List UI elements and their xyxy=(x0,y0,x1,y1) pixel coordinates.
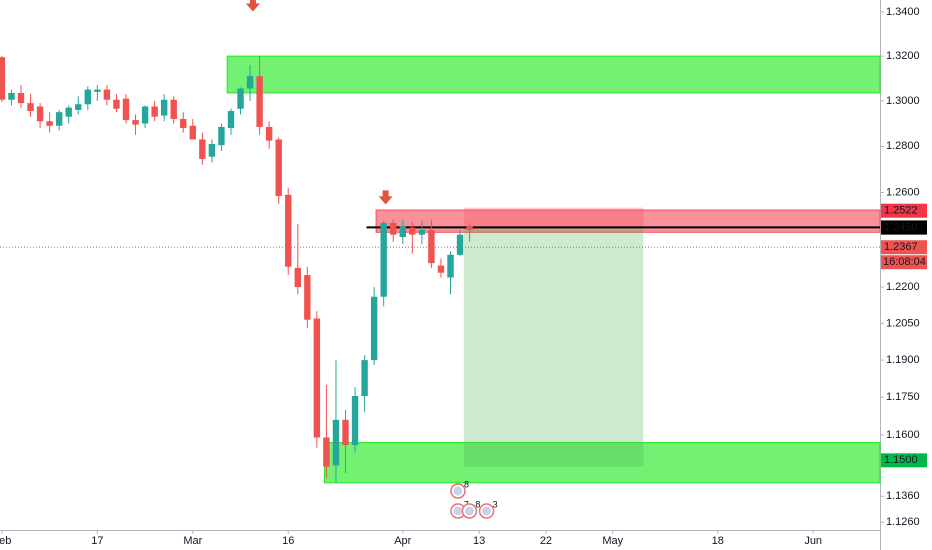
candle-body xyxy=(237,88,244,109)
y-tick-label: 1.2800 xyxy=(886,140,920,152)
position-stop xyxy=(463,207,644,228)
price-tag xyxy=(881,453,927,468)
candle-body xyxy=(380,222,387,297)
price-tag-label: 1.2450 xyxy=(884,222,918,234)
candle-body xyxy=(132,120,139,125)
candle-body xyxy=(332,419,340,466)
price-tag xyxy=(881,203,927,218)
countdown-label: 16:08:04 xyxy=(883,256,926,268)
candle-body xyxy=(141,106,149,124)
candle-body xyxy=(428,229,435,264)
candle-body xyxy=(323,437,330,467)
candle-body xyxy=(27,103,34,112)
candle-body xyxy=(456,234,464,255)
price-tag xyxy=(881,220,927,235)
candle-body xyxy=(342,419,349,446)
candle-body xyxy=(437,265,445,273)
y-tick-label: 1.1900 xyxy=(886,354,920,366)
candle-body xyxy=(199,139,206,159)
candle-body xyxy=(160,99,168,116)
candle-body xyxy=(55,112,63,126)
price-tag-label: 1.1500 xyxy=(884,454,918,466)
y-tick-label: 1.1260 xyxy=(886,516,920,528)
arrow-down xyxy=(378,190,393,205)
candle-body xyxy=(84,89,92,105)
countdown-tag xyxy=(881,255,927,270)
event-count: 8 xyxy=(475,499,480,509)
y-tick-label: 1.3000 xyxy=(886,95,920,107)
event-flag xyxy=(453,486,463,496)
candle-body xyxy=(265,126,273,141)
event-count: 3 xyxy=(493,499,498,509)
candle-body xyxy=(46,121,53,126)
candle-body xyxy=(304,275,311,320)
candle-body xyxy=(256,76,263,127)
x-tick-label: Feb xyxy=(0,535,11,547)
candle-body xyxy=(94,89,101,92)
event-flag xyxy=(464,506,474,516)
candle-body xyxy=(418,229,426,235)
candle-body xyxy=(122,98,130,121)
candle-body xyxy=(113,99,120,109)
position-target xyxy=(463,227,644,467)
candle-body xyxy=(0,57,6,100)
x-tick-label: Apr xyxy=(394,535,411,547)
arrow-down xyxy=(245,0,260,12)
price-tag-label: 1.2367 xyxy=(884,241,918,253)
event-flag xyxy=(453,506,463,516)
candle-body xyxy=(103,89,111,100)
candle-body xyxy=(246,76,254,89)
candle-body xyxy=(466,226,473,230)
candle-body xyxy=(390,222,397,235)
zone xyxy=(226,55,881,94)
candle-body xyxy=(170,99,177,119)
candle-body xyxy=(370,296,378,361)
candle-body xyxy=(8,92,15,100)
x-tick-label: 16 xyxy=(282,535,294,547)
candle-body xyxy=(409,227,416,235)
candle-body xyxy=(285,194,292,267)
candle-body xyxy=(399,226,406,238)
price-tag-label: 1.2522 xyxy=(884,205,918,217)
y-tick-label: 1.3400 xyxy=(886,6,920,18)
event-count: 8 xyxy=(464,479,469,489)
candle-body xyxy=(208,144,216,157)
candle-body xyxy=(275,139,282,196)
x-tick-label: May xyxy=(602,535,623,547)
zone xyxy=(324,442,881,484)
candle-body xyxy=(75,104,82,110)
y-tick-label: 1.1360 xyxy=(886,490,920,502)
candle-body xyxy=(351,396,359,446)
candle-body xyxy=(227,111,235,129)
x-tick-label: 22 xyxy=(540,535,552,547)
event-flag xyxy=(482,506,492,516)
candle-body xyxy=(17,92,25,104)
candle-body xyxy=(218,126,225,146)
candle-body xyxy=(313,318,321,438)
y-tick-label: 1.2050 xyxy=(886,317,920,329)
y-tick-label: 1.2600 xyxy=(886,186,920,198)
candle-body xyxy=(151,106,158,117)
x-tick-label: Mar xyxy=(183,535,202,547)
y-tick-label: 1.3200 xyxy=(886,50,920,62)
x-tick-label: 17 xyxy=(91,535,103,547)
candle-body xyxy=(65,107,72,117)
candle-body xyxy=(361,360,368,397)
candle-body xyxy=(189,125,196,140)
candle-body xyxy=(447,254,454,278)
x-tick-label: 18 xyxy=(712,535,724,547)
y-tick-label: 1.1750 xyxy=(886,391,920,403)
y-tick-label: 1.2200 xyxy=(886,281,920,293)
candle-body xyxy=(294,267,301,288)
x-tick-label: Jun xyxy=(804,535,822,547)
y-tick-label: 1.1600 xyxy=(886,429,920,441)
candle-body xyxy=(180,118,187,129)
candle-body xyxy=(36,106,44,122)
price-tag xyxy=(881,240,927,255)
x-tick-label: 13 xyxy=(473,535,485,547)
